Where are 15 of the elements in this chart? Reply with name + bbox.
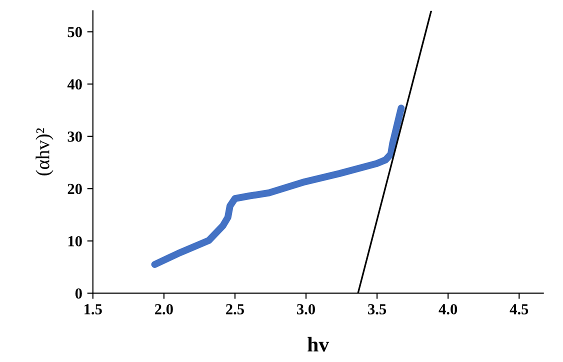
x-tick-label: 1.5: [84, 304, 102, 314]
x-tick-label: 2.5: [226, 304, 244, 314]
x-tick-label: 4.0: [438, 304, 458, 314]
x-tick-label: 3.0: [297, 304, 315, 314]
y-tick-label: 30: [68, 131, 82, 142]
x-axis-title: hv: [308, 336, 330, 352]
y-axis-title: (αhv)²: [36, 128, 54, 176]
y-tick-label: 0: [75, 288, 82, 299]
x-tick-label: 2.0: [155, 304, 173, 314]
y-tick-label: 20: [68, 184, 82, 194]
y-tick-label: 40: [67, 79, 82, 90]
x-tick-label: 3.5: [368, 304, 386, 314]
y-tick-label: 50: [68, 26, 82, 38]
x-tick-label: 4.5: [510, 304, 528, 314]
y-tick-label: 10: [68, 236, 82, 246]
